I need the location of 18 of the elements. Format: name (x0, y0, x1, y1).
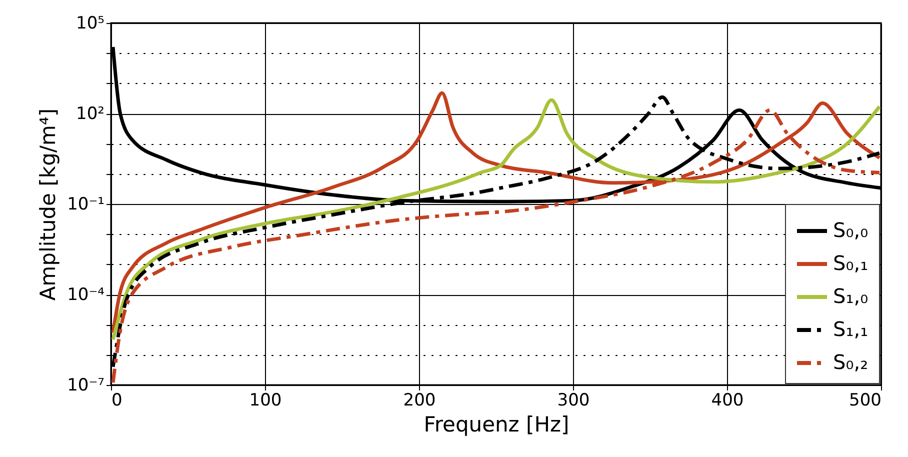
y-axis-title: Amplitude [kg/m⁴] (36, 108, 60, 301)
y-tick-label: 10⁻⁴ (67, 285, 105, 305)
x-tick-label: 200 (403, 390, 436, 410)
x-tick-label: 300 (557, 390, 590, 410)
legend-label: S₀,₀ (833, 218, 868, 242)
y-tick-label: 10⁵ (76, 14, 104, 34)
x-axis-title: Frequenz [Hz] (424, 412, 570, 436)
x-tick-label: 0 (112, 390, 122, 410)
x-tick-label: 500 (849, 390, 882, 410)
legend-label: S₀,₁ (833, 251, 868, 275)
legend-label: S₁,₀ (833, 284, 868, 308)
x-tick-label: 400 (711, 390, 744, 410)
legend-label: S₀,₂ (833, 350, 868, 374)
legend-label: S₁,₁ (833, 317, 868, 341)
y-tick-label: 10⁻¹ (67, 194, 104, 214)
y-tick-label: 10⁻⁷ (67, 376, 105, 396)
y-tick-label: 10² (76, 104, 104, 124)
x-tick-label: 100 (249, 390, 282, 410)
